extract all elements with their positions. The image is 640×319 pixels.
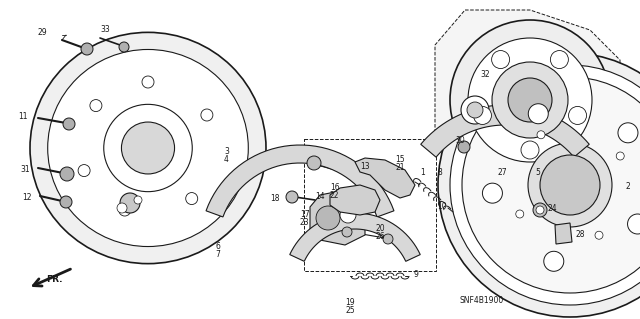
Circle shape [119,204,131,216]
Circle shape [316,206,340,230]
Text: 9: 9 [413,270,418,279]
Text: 8: 8 [437,168,442,177]
Polygon shape [435,10,620,185]
Circle shape [536,206,544,214]
Text: 27: 27 [497,168,507,177]
Text: 21: 21 [395,163,404,172]
Polygon shape [420,105,589,157]
Text: 14: 14 [315,192,324,201]
Circle shape [492,50,509,69]
Text: 7: 7 [215,250,220,259]
Circle shape [438,53,640,317]
Text: 16: 16 [330,183,340,192]
Text: 18: 18 [270,194,280,203]
Circle shape [474,107,492,124]
Circle shape [544,251,564,271]
Circle shape [340,207,356,223]
Circle shape [628,214,640,234]
Text: 6: 6 [215,242,220,251]
Text: 2: 2 [625,182,630,191]
Circle shape [186,193,198,204]
Circle shape [81,43,93,55]
Circle shape [528,104,548,124]
Circle shape [533,203,547,217]
Circle shape [461,96,489,124]
Circle shape [286,191,298,203]
Text: 31: 31 [20,165,29,174]
Text: 33: 33 [100,25,109,34]
Text: 13: 13 [360,162,370,171]
Circle shape [540,155,600,215]
Ellipse shape [104,104,192,192]
Text: 11: 11 [18,112,28,121]
Text: 25: 25 [345,306,355,315]
Text: 4: 4 [224,155,229,164]
Text: 10: 10 [437,202,447,211]
Circle shape [467,102,483,118]
Polygon shape [206,145,394,217]
Circle shape [117,203,127,213]
Circle shape [521,141,539,159]
Circle shape [468,38,592,162]
Circle shape [90,100,102,112]
Circle shape [568,107,586,124]
Text: 26: 26 [375,232,385,241]
Ellipse shape [122,122,175,174]
Circle shape [342,227,352,237]
Circle shape [142,76,154,88]
Circle shape [60,167,74,181]
Circle shape [383,234,393,244]
Text: FR.: FR. [46,275,63,284]
Circle shape [450,65,640,305]
FancyBboxPatch shape [304,139,436,271]
Circle shape [508,78,552,122]
Polygon shape [310,190,365,245]
Ellipse shape [30,32,266,263]
Circle shape [483,183,502,203]
Text: 22: 22 [330,191,339,200]
Circle shape [134,196,142,204]
Circle shape [201,109,213,121]
Circle shape [63,118,75,130]
Polygon shape [555,223,572,244]
Text: 19: 19 [345,298,355,307]
Circle shape [618,123,638,143]
Circle shape [458,141,470,153]
Circle shape [550,50,568,69]
Text: 24: 24 [548,204,557,213]
Circle shape [120,193,140,213]
Text: 15: 15 [395,155,404,164]
Circle shape [616,152,624,160]
Polygon shape [355,158,415,198]
Text: 20: 20 [375,224,385,233]
Circle shape [450,20,610,180]
Text: SNF4B1900: SNF4B1900 [460,296,504,305]
Text: 17: 17 [300,210,310,219]
Text: 12: 12 [22,193,31,202]
Circle shape [60,196,72,208]
Circle shape [528,143,612,227]
Circle shape [462,77,640,293]
Circle shape [78,165,90,177]
Circle shape [516,210,524,218]
Text: 3: 3 [224,147,229,156]
Circle shape [492,62,568,138]
Ellipse shape [48,49,248,247]
Text: 29: 29 [38,28,47,37]
Text: 30: 30 [455,136,465,145]
Circle shape [307,156,321,170]
Text: 28: 28 [575,230,584,239]
Text: 1: 1 [420,168,425,177]
Circle shape [537,131,545,139]
Polygon shape [290,213,420,261]
Circle shape [119,42,129,52]
Polygon shape [330,185,380,215]
Text: 23: 23 [300,218,310,227]
Text: 5: 5 [535,168,540,177]
Text: 32: 32 [480,70,490,79]
Circle shape [595,231,603,239]
